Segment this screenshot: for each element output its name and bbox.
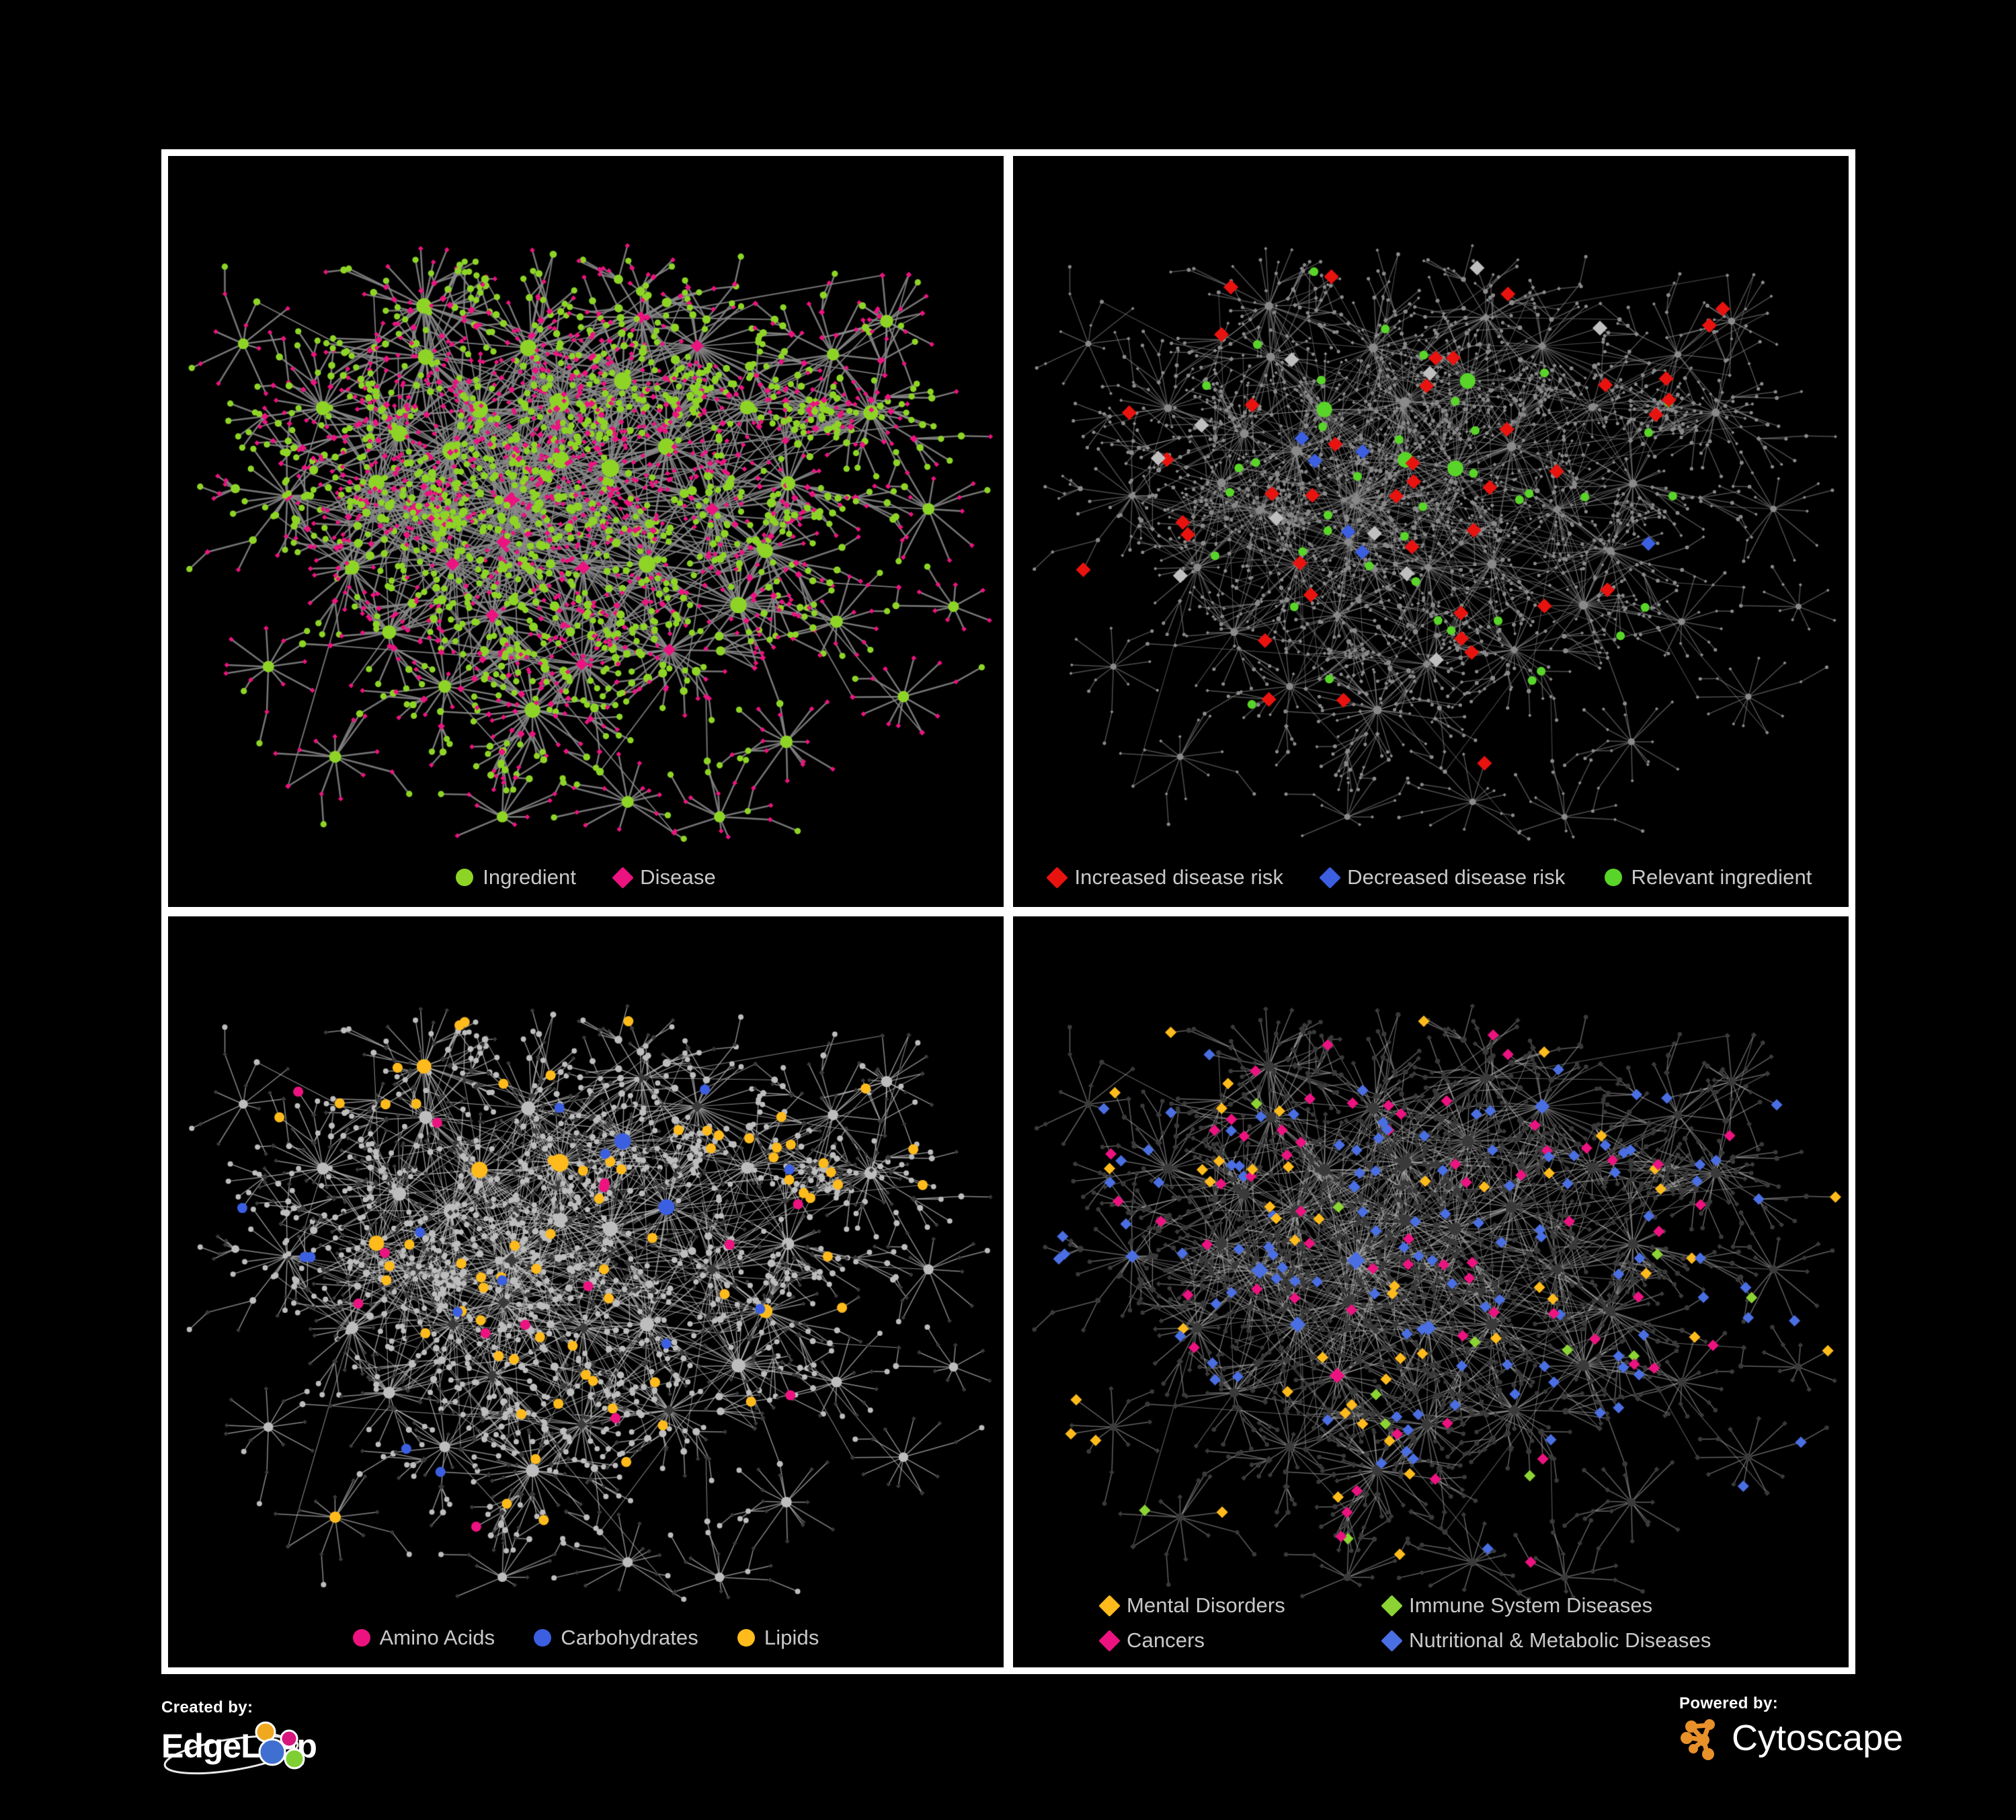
legend-item-immune-system-diseases[interactable]: Immune System Diseases [1381, 1593, 1666, 1618]
edgeleap-green-node-icon [284, 1748, 305, 1770]
edgeleap-blue-node-icon [258, 1738, 286, 1766]
legend-label-ingredient: Ingredient [483, 865, 577, 889]
cancers-diamond-icon [1098, 1629, 1121, 1652]
created-by-edgeleap-logo[interactable]: Created by: EdgeLeap [161, 1698, 363, 1776]
immune-system-diseases-diamond-icon [1381, 1594, 1403, 1617]
panel-disease-risk-direction[interactable]: Increased disease risk Decreased disease… [1013, 156, 1849, 907]
lipids-circle-icon [737, 1629, 755, 1647]
legend-label-cancers: Cancers [1127, 1628, 1205, 1652]
legend-item-relevant-ingredient[interactable]: Relevant ingredient [1604, 865, 1812, 889]
nutritional-metabolic-diseases-diamond-icon [1381, 1629, 1403, 1652]
legend-panel-1: Ingredient Disease [168, 865, 1004, 889]
legend-item-mental-disorders[interactable]: Mental Disorders [1098, 1593, 1384, 1618]
edgeleap-logo-row: EdgeLeap [161, 1720, 363, 1776]
mental-disorders-diamond-icon [1098, 1594, 1121, 1617]
amino-acids-circle-icon [352, 1629, 370, 1647]
legend-item-nutritional-metabolic-diseases[interactable]: Nutritional & Metabolic Diseases [1381, 1628, 1711, 1653]
legend-panel-3: Amino Acids Carbohydrates Lipids [168, 1626, 1004, 1650]
powered-by-cytoscape-logo[interactable]: Powered by: [1679, 1694, 1903, 1760]
figure-panel-grid: Ingredient Disease Increased disease ris… [161, 149, 1855, 1674]
legend-item-decreased-risk[interactable]: Decreased disease risk [1319, 865, 1566, 889]
network-canvas-panel-4[interactable] [1013, 916, 1849, 1667]
network-canvas-panel-2[interactable] [1013, 156, 1849, 907]
legend-item-ingredient[interactable]: Ingredient [456, 865, 576, 889]
legend-label-lipids: Lipids [764, 1626, 819, 1649]
created-by-kicker: Created by: [161, 1698, 253, 1716]
cytoscape-mark-icon [1681, 1719, 1715, 1760]
legend-label-nutritional-metabolic-diseases: Nutritional & Metabolic Diseases [1409, 1628, 1711, 1652]
legend-panel-2: Increased disease risk Decreased disease… [1013, 865, 1849, 889]
legend-label-decreased-risk: Decreased disease risk [1347, 865, 1566, 889]
cytoscape-wordmark: Cytoscape [1732, 1718, 1904, 1758]
footer: Created by: EdgeLeap [0, 1674, 2016, 1820]
carbohydrates-circle-icon [534, 1629, 552, 1647]
legend-label-increased-risk: Increased disease risk [1074, 865, 1284, 889]
network-canvas-panel-1[interactable] [168, 156, 1004, 907]
network-canvas-panel-3[interactable] [168, 916, 1004, 1667]
legend-item-disease[interactable]: Disease [612, 865, 716, 889]
relevant-ingredient-circle-icon [1604, 869, 1622, 886]
panel-ingredient-disease-overview[interactable]: Ingredient Disease [168, 156, 1004, 907]
powered-by-kicker: Powered by: [1679, 1694, 1779, 1712]
legend-item-increased-risk[interactable]: Increased disease risk [1046, 865, 1284, 889]
legend-label-immune-system-diseases: Immune System Diseases [1409, 1593, 1653, 1617]
legend-label-amino-acids: Amino Acids [379, 1626, 495, 1649]
panel-ingredient-chemical-class[interactable]: Amino Acids Carbohydrates Lipids [168, 916, 1004, 1667]
increased-risk-diamond-icon [1046, 866, 1069, 889]
cytoscape-logo-row: Cytoscape [1679, 1716, 1903, 1760]
ingredient-circle-icon [456, 869, 474, 886]
panel-disease-category[interactable]: Mental Disorders Immune System Diseases … [1013, 916, 1849, 1667]
edgeleap-mark: EdgeLeap [161, 1721, 317, 1775]
legend-label-relevant-ingredient: Relevant ingredient [1631, 865, 1812, 889]
legend-item-cancers[interactable]: Cancers [1098, 1628, 1384, 1653]
legend-item-amino-acids[interactable]: Amino Acids [352, 1626, 495, 1650]
legend-item-lipids[interactable]: Lipids [737, 1626, 819, 1650]
legend-label-disease: Disease [640, 865, 716, 889]
disease-diamond-icon [612, 866, 634, 889]
decreased-risk-diamond-icon [1319, 866, 1341, 889]
edgeleap-pink-node-icon [280, 1729, 298, 1748]
legend-label-mental-disorders: Mental Disorders [1127, 1593, 1285, 1617]
legend-panel-4: Mental Disorders Immune System Diseases … [1013, 1593, 1849, 1653]
legend-item-carbohydrates[interactable]: Carbohydrates [534, 1626, 698, 1650]
legend-label-carbohydrates: Carbohydrates [561, 1626, 698, 1649]
